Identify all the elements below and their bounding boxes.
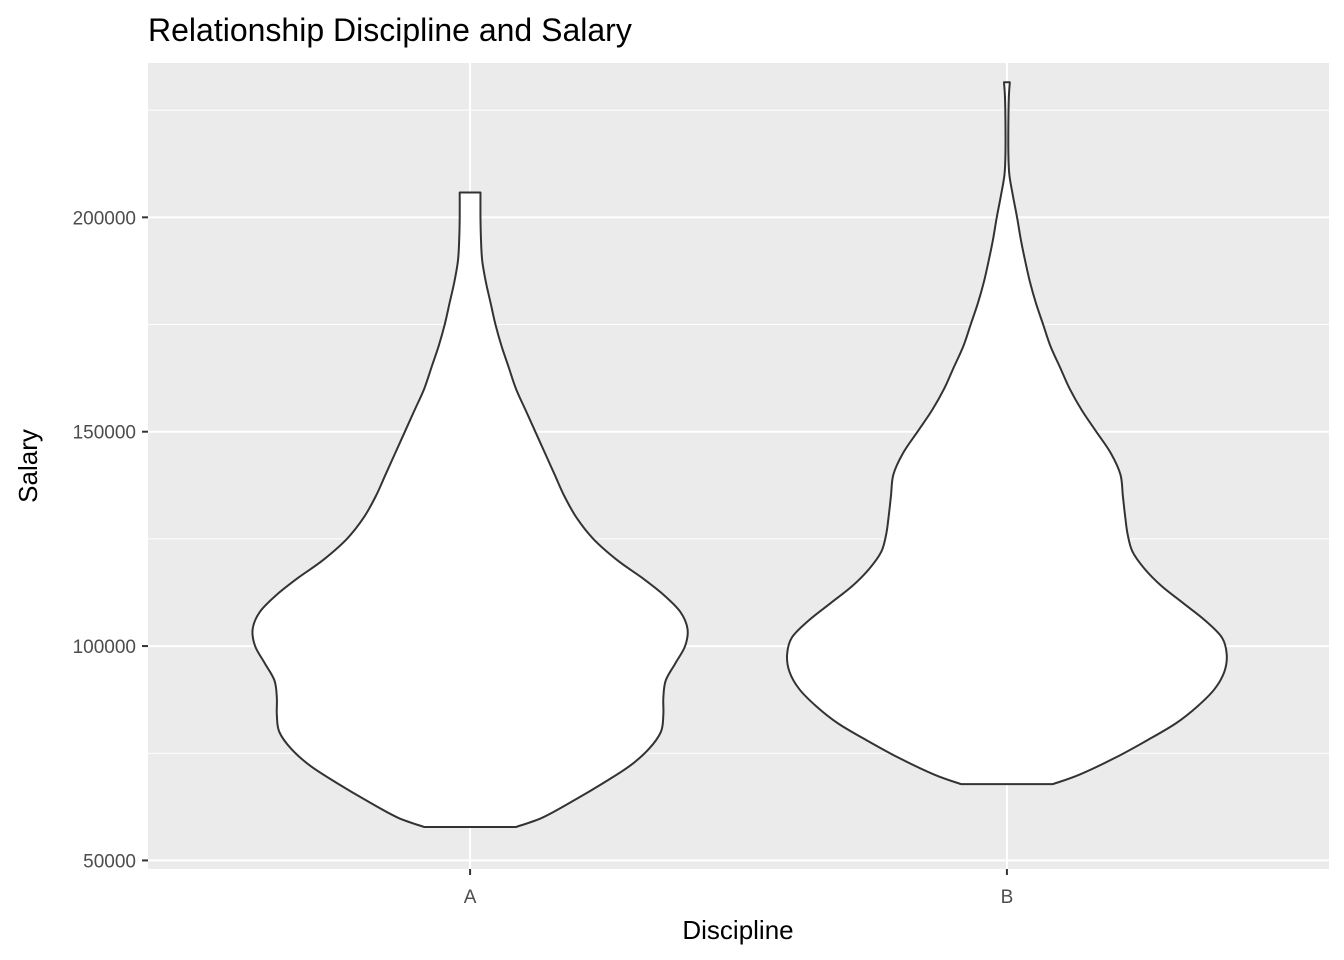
y-axis-ticks: 50000 100000 150000 200000: [73, 208, 148, 872]
x-tick-label: A: [464, 887, 477, 908]
y-tick-label: 100000: [73, 637, 136, 658]
y-axis-title: Salary: [13, 429, 43, 503]
x-axis-title: Discipline: [682, 915, 793, 945]
violin-layer: [251, 81, 1228, 828]
chart-title: Relationship Discipline and Salary: [148, 12, 632, 48]
violin-B: [785, 81, 1228, 786]
x-tick-label: B: [1001, 887, 1014, 908]
y-tick-label: 50000: [83, 851, 136, 872]
violin-A: [251, 191, 689, 828]
y-tick-label: 200000: [73, 208, 136, 229]
y-tick-label: 150000: [73, 423, 136, 444]
